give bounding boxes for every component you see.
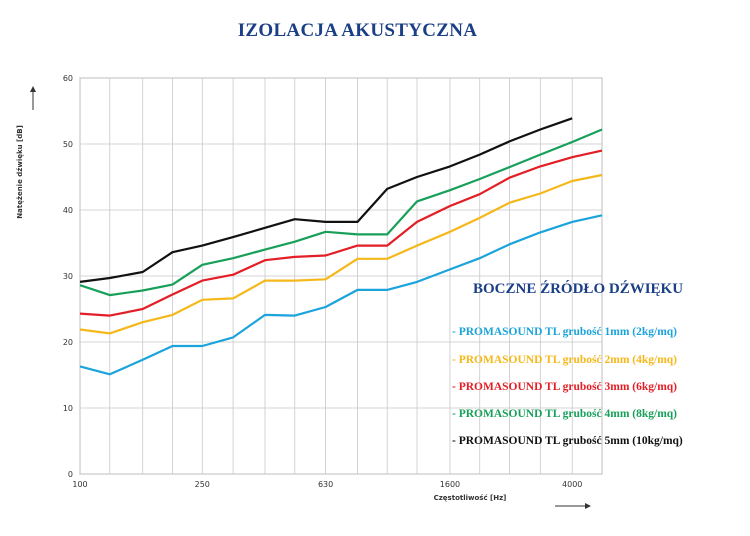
x-tick-label: 250 xyxy=(195,480,210,489)
x-tick-label: 100 xyxy=(72,480,87,489)
series-line-2 xyxy=(79,173,603,335)
y-tick-label: 60 xyxy=(63,74,73,83)
y-tick-label: 20 xyxy=(63,338,73,347)
legend-item-3mm: - PROMASOUND TL grubość 3mm (6kg/mq) xyxy=(452,381,678,393)
series-line-3 xyxy=(79,149,603,317)
y-axis-label: Natężenie dźwięku [dB] xyxy=(16,125,24,219)
x-tick-label: 1600 xyxy=(440,480,460,489)
y-tick-label: 50 xyxy=(63,140,73,149)
x-tick-label: 4000 xyxy=(562,480,582,489)
x-axis-arrowhead xyxy=(585,503,591,509)
legend-item-1mm: - PROMASOUND TL grubość 1mm (2kg/mq) xyxy=(452,326,678,338)
series-line-1 xyxy=(79,214,603,376)
series-line-5 xyxy=(79,117,573,283)
y-axis-arrowhead xyxy=(30,86,36,92)
x-axis-label: Częstotliwość [Hz] xyxy=(434,494,507,502)
legend-title: BOCZNE ŹRÓDŁO DŹWIĘKU xyxy=(473,281,684,297)
legend-item-2mm: - PROMASOUND TL grubość 2mm (4kg/mq) xyxy=(452,354,678,366)
legend-item-4mm: - PROMASOUND TL grubość 4mm (8kg/mq) xyxy=(452,408,678,420)
y-tick-label: 40 xyxy=(63,206,73,215)
series-line-4 xyxy=(79,128,603,297)
y-tick-label: 30 xyxy=(63,272,73,281)
chart-title: IZOLACJA AKUSTYCZNA xyxy=(237,20,478,41)
x-tick-label: 630 xyxy=(318,480,333,489)
y-tick-label: 10 xyxy=(63,404,73,413)
y-tick-label: 0 xyxy=(68,470,73,479)
legend-item-5mm: - PROMASOUND TL grubość 5mm (10kg/mq) xyxy=(452,435,683,447)
